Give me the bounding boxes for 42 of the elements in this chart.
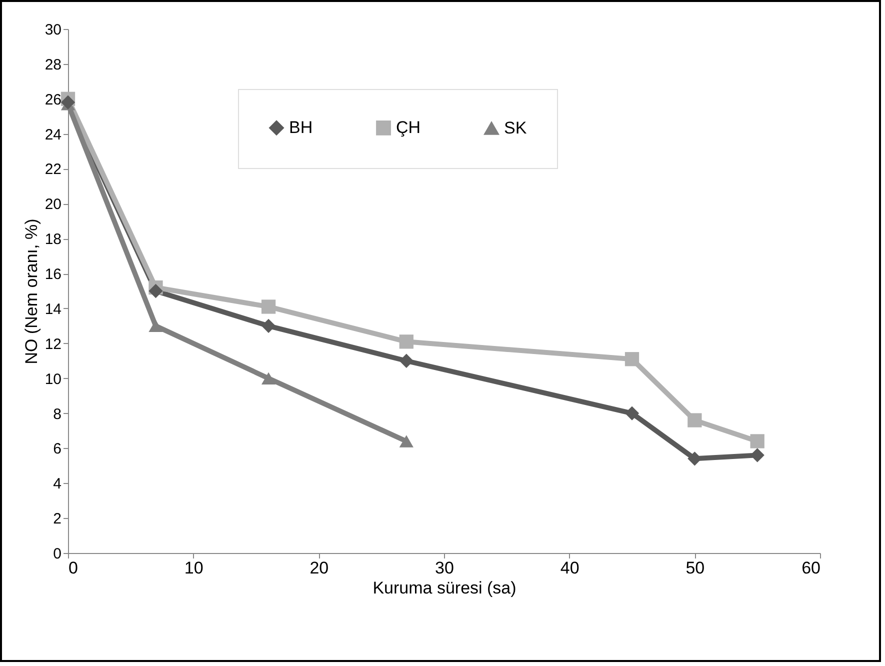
- y-tick-label: 10: [44, 370, 62, 388]
- x-axis-title: Kuruma süresi (sa): [372, 578, 516, 598]
- x-tick-label: 20: [310, 558, 329, 578]
- legend-label: BH: [289, 118, 313, 137]
- point: [261, 300, 276, 314]
- x-tick-label: 60: [802, 558, 820, 578]
- x-tick-label: 0: [68, 558, 78, 578]
- x-tick-label: 40: [560, 558, 580, 578]
- point: [688, 413, 702, 428]
- y-tick-label: 24: [44, 126, 62, 144]
- x-tick-label: 50: [686, 558, 705, 578]
- point: [399, 435, 414, 448]
- y-tick-label: 8: [53, 406, 62, 423]
- y-tick-label: 4: [53, 476, 62, 493]
- point: [60, 95, 76, 110]
- y-tick-label: 2: [53, 510, 62, 528]
- x-tick-label: 10: [184, 558, 204, 578]
- point: [399, 354, 414, 368]
- y-tick-label: 6: [53, 440, 62, 458]
- point: [624, 352, 640, 366]
- y-tick-label: 16: [44, 266, 62, 284]
- y-tick-label: 0: [53, 546, 62, 562]
- y-tick-label: 28: [44, 56, 62, 74]
- legend-label: ÇH: [396, 118, 421, 137]
- point: [261, 318, 276, 334]
- point: [261, 372, 276, 384]
- y-tick-label: 30: [44, 22, 62, 38]
- y-tick-label: 22: [44, 161, 62, 178]
- y-tick-label: 26: [44, 91, 62, 108]
- point: [399, 334, 414, 349]
- y-tick-label: 20: [44, 196, 62, 214]
- point: [624, 406, 640, 420]
- y-axis-title: NO (Nem oranı, %): [22, 218, 41, 364]
- point: [148, 320, 163, 332]
- x-tick-label: 30: [435, 558, 454, 578]
- y-tick-label: 18: [44, 231, 62, 248]
- legend-label: SK: [504, 118, 528, 138]
- y-tick-label: 14: [44, 300, 62, 318]
- y-tick-label: 12: [44, 336, 62, 353]
- point: [688, 452, 702, 466]
- point: [148, 284, 163, 298]
- point: [750, 434, 764, 448]
